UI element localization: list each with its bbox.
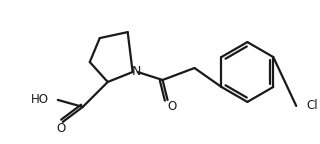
Text: O: O [167, 100, 176, 113]
Text: O: O [56, 122, 66, 135]
Text: HO: HO [31, 93, 49, 106]
Text: Cl: Cl [306, 99, 318, 112]
Text: N: N [132, 65, 141, 77]
